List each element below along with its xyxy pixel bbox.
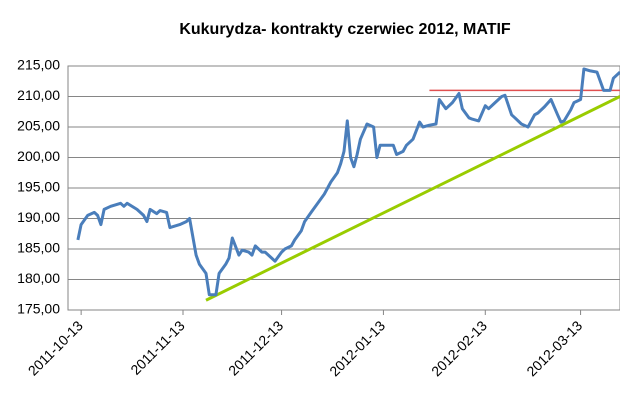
data-line [76,67,620,297]
y-tick-label: 190,00 [17,209,60,225]
y-tick-label: 200,00 [17,148,60,164]
y-tick-label: 185,00 [17,240,60,256]
y-tick-label: 210,00 [17,87,60,103]
y-tick-label: 215,00 [17,57,60,73]
y-tick-label: 180,00 [17,270,60,286]
chart-title: Kukurydza- kontrakty czerwiec 2012, MATI… [179,21,511,38]
y-tick-label: 195,00 [17,179,60,195]
y-tick-label: 175,00 [17,301,60,317]
y-tick-label: 205,00 [17,118,60,134]
trend-line [205,95,620,302]
